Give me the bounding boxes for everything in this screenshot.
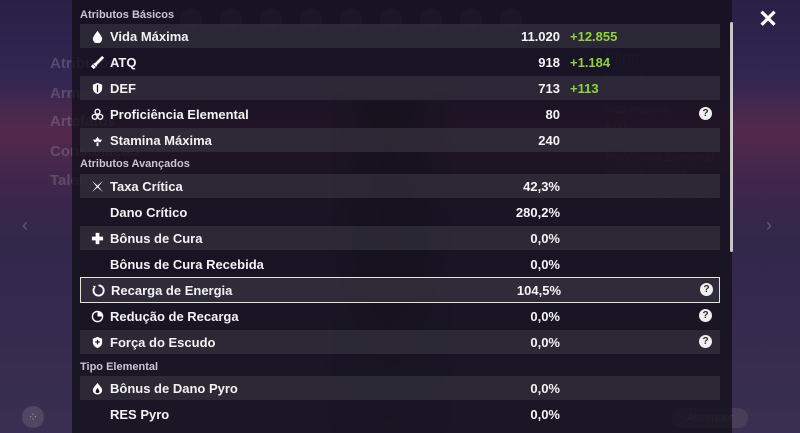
stat-row-stamina[interactable]: Stamina Máxima 240 [80,128,720,152]
scrollbar[interactable] [730,22,733,252]
stat-value: 0,0% [530,256,560,272]
stat-value: 0,0% [530,334,560,350]
help-icon[interactable]: ? [700,283,713,296]
stat-value: 80 [545,106,560,122]
stat-bonus: +12.855 [570,28,618,44]
sword-icon [90,55,104,69]
stat-value: 0,0% [530,230,560,246]
shield-strength-icon [90,335,104,349]
stat-value: 0,0% [530,308,560,324]
stat-label: Taxa Crítica [110,178,183,194]
stat-label: Bônus de Dano Pyro [110,380,238,396]
section-title-elemental: Tipo Elemental [80,361,159,373]
stat-label: Vida Máxima [110,28,189,44]
incoming-healing-icon [90,257,104,271]
stat-row-atk[interactable]: ATQ 918 +1.184 [80,50,720,74]
stat-label: ATQ [110,54,137,70]
cd-reduction-icon [90,309,104,323]
stat-row-energy-recharge[interactable]: Recarga de Energia 104,5% ? [80,277,720,303]
stat-row-pyro-dmg[interactable]: Bônus de Dano Pyro 0,0% [80,376,720,400]
stat-value: 42,3% [523,178,560,194]
help-icon[interactable]: ? [699,107,712,120]
stat-label: Bônus de Cura Recebida [110,256,264,272]
crit-rate-icon [90,179,104,193]
energy-recharge-icon [91,283,105,297]
stat-value: 240 [538,132,560,148]
shield-icon [90,81,104,95]
stat-value: 0,0% [530,406,560,422]
section-title-advanced: Atributos Avançados [80,158,190,170]
stat-label: DEF [110,80,136,96]
stat-row-incoming-healing[interactable]: Bônus de Cura Recebida 0,0% [80,252,720,276]
stats-panel [72,0,732,433]
stat-row-pyro-res[interactable]: RES Pyro 0,0% [80,402,720,426]
stat-row-crit-rate[interactable]: Taxa Crítica 42,3% [80,174,720,198]
stat-label: Proficiência Elemental [110,106,249,122]
stat-row-em[interactable]: Proficiência Elemental 80 ? [80,102,720,126]
stat-bonus: +113 [570,80,599,96]
prev-arrow-icon: ‹ [22,215,28,235]
help-icon[interactable]: ? [699,335,712,348]
stat-value: 11.020 [520,28,560,44]
pyro-icon [90,381,104,395]
stat-label: Redução de Recarga [110,308,239,324]
hp-drop-icon [90,29,104,43]
close-icon[interactable]: ✕ [757,6,779,33]
section-title-basic: Atributos Básicos [80,9,175,21]
stat-bonus: +1.184 [570,54,611,70]
pyro-res-icon [90,407,104,421]
stat-row-cd-reduction[interactable]: Redução de Recarga 0,0% ? [80,304,720,328]
stat-label: RES Pyro [110,406,170,422]
crit-dmg-icon [90,205,104,219]
stat-value: 918 [538,54,560,70]
stat-row-crit-dmg[interactable]: Dano Crítico 280,2% [80,200,720,224]
stamina-icon [90,133,104,147]
stat-label: Dano Crítico [110,204,188,220]
elemental-mastery-icon [90,107,104,121]
stat-label: Bônus de Cura [110,230,203,246]
healing-cross-icon [90,231,104,245]
menu-grid-icon: ⁘ [22,406,44,428]
stat-row-hp[interactable]: Vida Máxima 11.020 +12.855 [80,24,720,48]
stat-row-shield-strength[interactable]: Força do Escudo 0,0% ? [80,330,720,354]
stat-value: 713 [538,80,560,96]
help-icon[interactable]: ? [699,309,712,322]
stat-row-healing-bonus[interactable]: Bônus de Cura 0,0% [80,226,720,250]
stat-label: Força do Escudo [110,334,216,350]
stat-value: 0,0% [530,380,560,396]
stat-label: Recarga de Energia [111,282,233,298]
stat-value: 280,2% [515,204,560,220]
next-arrow-icon: › [766,215,772,235]
stat-value: 104,5% [516,282,561,298]
stat-label: Stamina Máxima [110,132,212,148]
stat-row-def[interactable]: DEF 713 +113 [80,76,720,100]
